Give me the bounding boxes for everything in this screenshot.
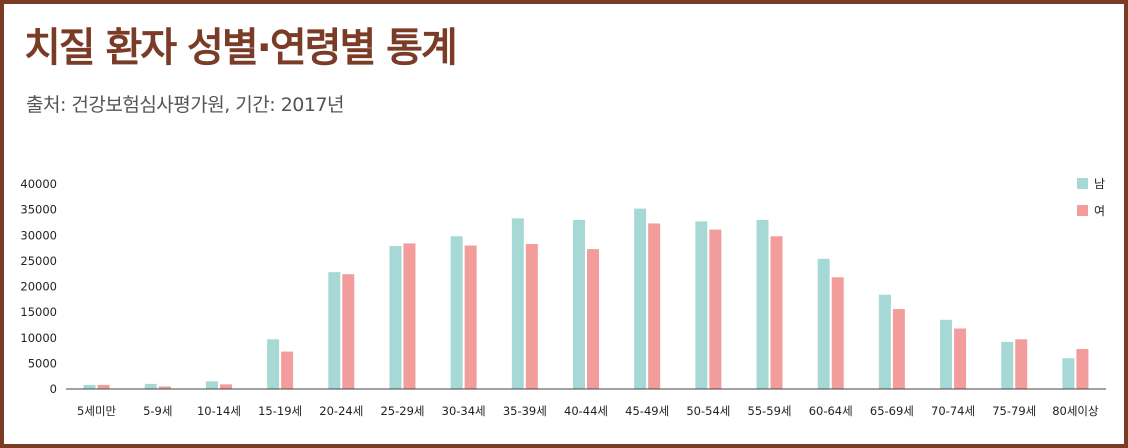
y-tick-label: 5000: [28, 356, 57, 370]
x-tick-label: 50-54세: [686, 404, 730, 418]
bar-female-15: [1015, 339, 1028, 389]
bar-female-2: [219, 384, 232, 389]
y-axis: 0 5000 10000 15000 20000 25000 30000 35000 40000: [20, 177, 57, 396]
x-tick-label: 40-44세: [564, 404, 608, 418]
bar-female-12: [831, 277, 844, 389]
x-tick-label: 65-69세: [870, 404, 914, 418]
x-axis: 5세미만 5-9세 10-14세 15-19세 20-24세 25-29세 30-34세 35…: [77, 404, 1099, 418]
bar-male-9: [634, 208, 647, 389]
chart-source: 출처: 건강보험심사평가원, 기간: 2017년: [26, 94, 345, 116]
bar-male-1: [144, 383, 157, 389]
bar-male-0: [83, 384, 96, 389]
bar-female-9: [648, 223, 661, 389]
bar-male-5: [389, 246, 402, 389]
x-tick-label: 25-29세: [380, 404, 424, 418]
y-tick-label: 0: [50, 382, 57, 396]
y-tick-label: 15000: [20, 305, 57, 319]
legend-swatch-male: [1077, 178, 1088, 189]
x-tick-label: 75-79세: [992, 404, 1036, 418]
bar-female-11: [770, 236, 783, 389]
bar-female-4: [342, 274, 355, 389]
bar-male-6: [450, 236, 463, 389]
y-tick-label: 35000: [20, 203, 57, 217]
x-tick-label: 70-74세: [931, 404, 975, 418]
bar-male-3: [267, 339, 280, 389]
legend-swatch-female: [1077, 205, 1088, 216]
legend-label-male: 남: [1094, 177, 1105, 191]
chart-title: 치질 환자 성별·연령별 통계: [24, 25, 458, 71]
legend-label-female: 여: [1094, 204, 1105, 218]
x-tick-label: 45-49세: [625, 404, 669, 418]
y-tick-label: 40000: [20, 177, 57, 191]
bar-female-8: [587, 249, 599, 389]
y-tick-label: 10000: [20, 331, 57, 345]
x-tick-label: 15-19세: [258, 404, 302, 418]
bar-female-3: [281, 351, 294, 389]
y-tick-label: 25000: [20, 254, 57, 268]
x-tick-label: 10-14세: [197, 404, 241, 418]
x-tick-label: 60-64세: [809, 404, 853, 418]
bar-male-13: [878, 294, 891, 389]
bar-female-0: [97, 384, 110, 389]
bar-male-14: [940, 319, 953, 389]
bar-male-16: [1062, 358, 1075, 389]
bar-male-7: [511, 218, 524, 389]
bar-female-5: [403, 243, 416, 389]
x-tick-label: 5-9세: [143, 404, 172, 418]
bar-male-2: [205, 381, 218, 389]
x-tick-label: 5세미만: [77, 404, 116, 418]
legend: 남여: [1077, 177, 1105, 218]
bar-female-7: [525, 243, 538, 389]
bar-male-12: [817, 258, 830, 389]
bars: [83, 208, 1089, 389]
y-tick-label: 30000: [20, 228, 57, 242]
bar-male-10: [695, 221, 708, 389]
bar-female-6: [464, 245, 477, 389]
x-tick-label: 20-24세: [319, 404, 363, 418]
bar-female-16: [1076, 349, 1089, 389]
bar-female-1: [158, 386, 171, 389]
bar-female-10: [709, 229, 722, 389]
bar-female-13: [892, 309, 905, 389]
bar-male-8: [573, 219, 585, 389]
bar-female-14: [954, 328, 967, 389]
y-tick-label: 20000: [20, 280, 57, 294]
bar-male-11: [756, 219, 769, 389]
x-tick-label: 30-34세: [442, 404, 486, 418]
x-tick-label: 80세이상: [1052, 404, 1099, 418]
x-tick-label: 35-39세: [503, 404, 547, 418]
bar-male-15: [1001, 341, 1014, 389]
bar-male-4: [328, 272, 341, 389]
x-tick-label: 55-59세: [748, 404, 792, 418]
